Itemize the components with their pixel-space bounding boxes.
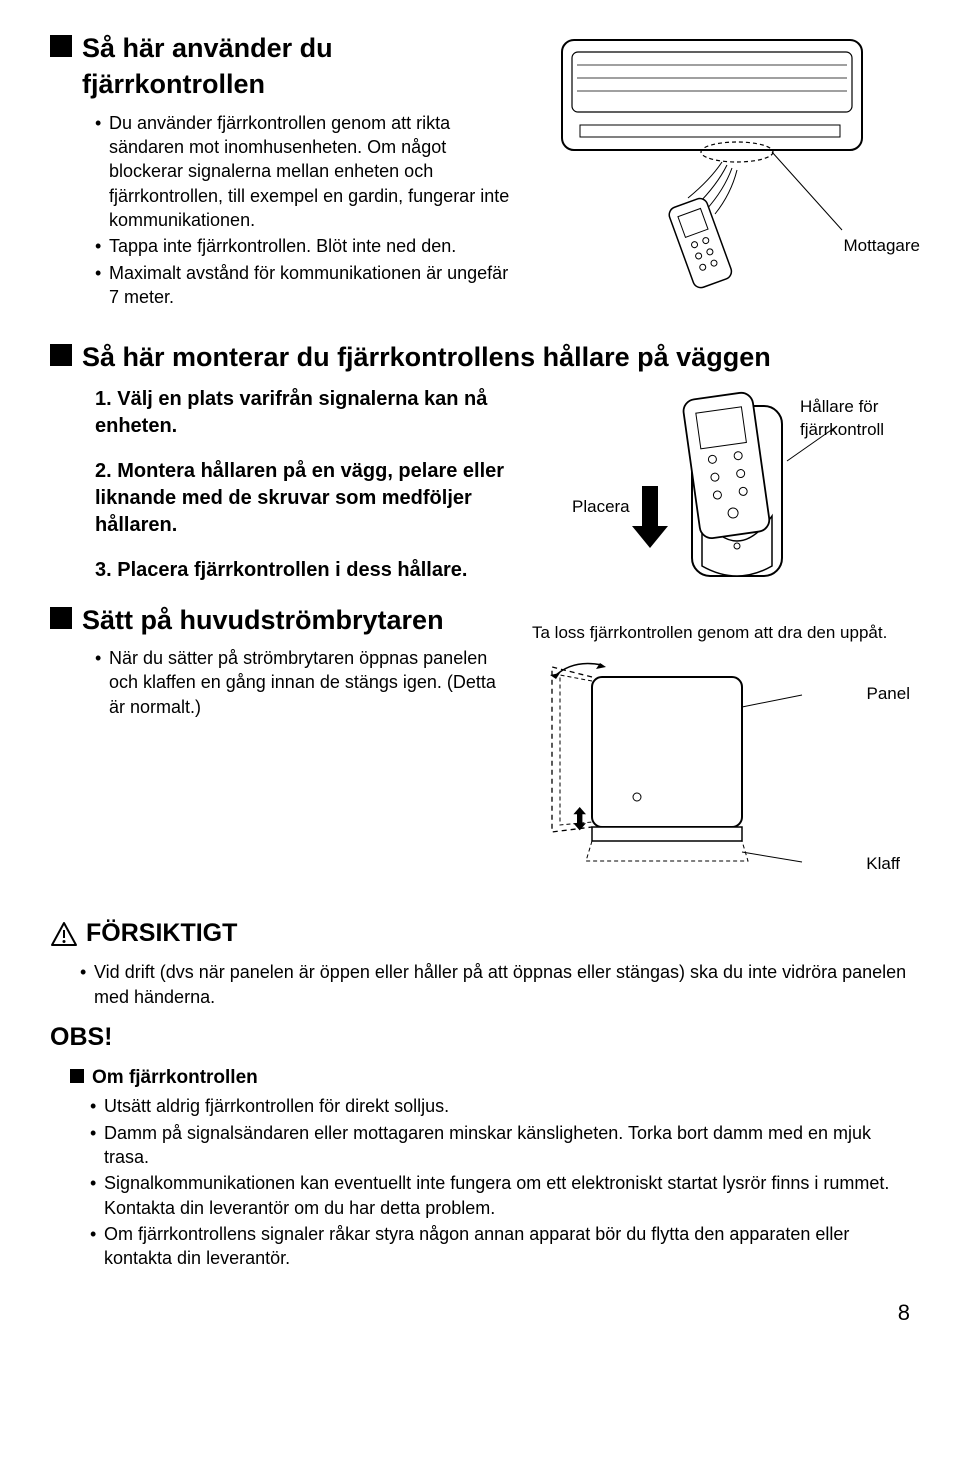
section3-heading: Sätt på huvudströmbrytaren xyxy=(50,602,512,638)
bullet-item: När du sätter på strömbrytaren öppnas pa… xyxy=(95,646,512,719)
obs-bullets: Utsätt aldrig fjärrkontrollen för direkt… xyxy=(90,1094,910,1270)
holder-label: Hållare för fjärrkontroll xyxy=(800,396,910,442)
section3-heading-text: Sätt på huvudströmbrytaren xyxy=(82,602,444,638)
square-icon xyxy=(70,1069,84,1083)
section3-bullets: När du sätter på strömbrytaren öppnas pa… xyxy=(95,646,512,719)
section1-bullets: Du använder fjärrkontrollen genom att ri… xyxy=(95,111,512,309)
bullet-item: Du använder fjärrkontrollen genom att ri… xyxy=(95,111,512,232)
place-label: Placera xyxy=(572,496,630,519)
bullet-item: Maximalt avstånd för kommunikationen är … xyxy=(95,261,512,310)
obs-sub-heading: Om fjärrkontrollen xyxy=(70,1065,910,1091)
receiver-illustration: Mottagare xyxy=(532,30,910,319)
section2-heading-text: Så här monterar du fjärrkontrollens håll… xyxy=(82,339,771,375)
bullet-item: Om fjärrkontrollens signaler råkar styra… xyxy=(90,1222,910,1271)
warning-icon xyxy=(50,921,78,947)
step-1: 1. Välj en plats varifrån signalerna kan… xyxy=(95,386,512,440)
flap-label: Klaff xyxy=(866,853,900,876)
page-number: 8 xyxy=(50,1298,910,1328)
caution-bullets: Vid drift (dvs när panelen är öppen elle… xyxy=(80,960,910,1009)
section2-heading: Så här monterar du fjärrkontrollens håll… xyxy=(50,339,910,375)
section1-heading-text: Så här använder du fjärrkontrollen xyxy=(82,30,512,103)
square-icon xyxy=(50,607,72,629)
panel-label: Panel xyxy=(867,683,910,706)
bullet-item: Utsätt aldrig fjärrkontrollen för direkt… xyxy=(90,1094,910,1118)
bullet-item: Damm på signalsändaren eller mottagaren … xyxy=(90,1121,910,1170)
caution-heading: FÖRSIKTIGT xyxy=(50,917,910,951)
square-icon xyxy=(50,35,72,57)
square-icon xyxy=(50,344,72,366)
obs-heading: OBS! xyxy=(50,1021,910,1055)
receiver-label: Mottagare xyxy=(843,235,920,258)
step-2: 2. Montera hållaren på en vägg, pelare e… xyxy=(95,458,512,539)
bullet-item: Signalkommunikationen kan eventuellt int… xyxy=(90,1171,910,1220)
step-3: 3. Placera fjärrkontrollen i dess hållar… xyxy=(95,557,512,584)
remove-caption: Ta loss fjärrkontrollen genom att dra de… xyxy=(532,622,910,645)
obs-sub-heading-text: Om fjärrkontrollen xyxy=(92,1065,258,1091)
section1-heading: Så här använder du fjärrkontrollen xyxy=(50,30,512,103)
panel-illustration: Panel Klaff xyxy=(532,657,910,877)
bullet-item: Tappa inte fjärrkontrollen. Blöt inte ne… xyxy=(95,234,512,258)
caution-title: FÖRSIKTIGT xyxy=(86,917,237,951)
bullet-item: Vid drift (dvs när panelen är öppen elle… xyxy=(80,960,910,1009)
holder-illustration: Placera Hållare för fjärrkontroll Ta los… xyxy=(532,386,910,877)
